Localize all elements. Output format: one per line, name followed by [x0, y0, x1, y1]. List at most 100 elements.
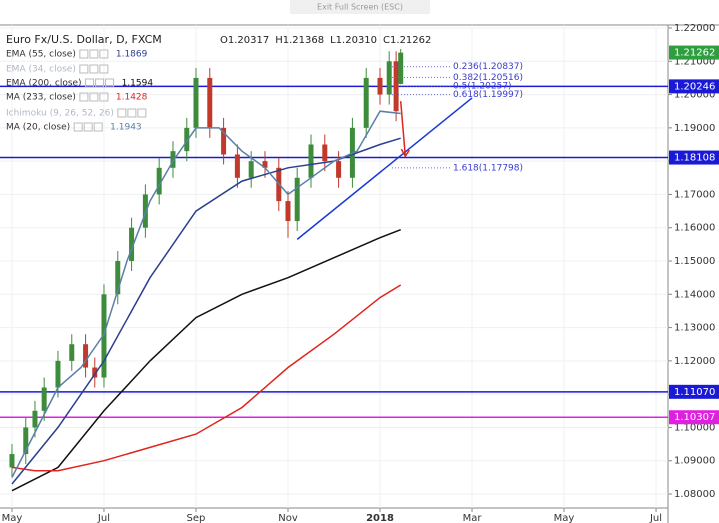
candle-body — [32, 410, 38, 428]
fib-label: 0.382(1.20516) — [453, 73, 523, 83]
legend-icon[interactable] — [93, 122, 103, 132]
x-tick-label: 2018 — [366, 513, 394, 523]
y-tick-label: 1.10000 — [674, 422, 715, 433]
labels: 1.080001.090001.100001.110001.120001.130… — [2, 23, 719, 523]
y-tick-label: 1.20000 — [674, 90, 715, 101]
candle-body — [207, 77, 213, 128]
candle-body — [115, 261, 121, 295]
legend-icon[interactable] — [79, 64, 89, 74]
candle-body — [184, 127, 190, 152]
candle-body — [248, 161, 254, 178]
arrow-shaft — [399, 101, 407, 157]
candle-body — [101, 294, 107, 378]
candle-body — [193, 77, 199, 128]
indicator-line — [11, 110, 401, 478]
legend-icon[interactable] — [89, 49, 99, 59]
x-tick-label: Mar — [463, 513, 483, 523]
fib-label: 0.618(1.19997) — [453, 90, 523, 100]
legend-icon[interactable] — [117, 108, 127, 118]
grid — [0, 25, 672, 512]
candle-body — [129, 227, 135, 262]
banner[interactable]: Exit Full Screen (ESC) — [317, 3, 403, 12]
legend-icon[interactable] — [73, 122, 83, 132]
candle-body — [285, 201, 291, 222]
candle-body — [9, 454, 15, 468]
candle-body — [294, 177, 300, 222]
candle-body — [69, 344, 75, 361]
level-tag — [669, 410, 719, 425]
candle-body — [336, 161, 342, 178]
candle-body — [221, 127, 227, 155]
ohlc-label: H1.21368 — [275, 35, 324, 46]
y-tick-label: 1.09000 — [674, 456, 715, 467]
legend-icon[interactable] — [127, 108, 137, 118]
level-tag — [669, 79, 719, 94]
trendline — [296, 97, 473, 240]
level-label: 1.11070 — [674, 387, 715, 398]
level-label: 1.21262 — [674, 48, 715, 59]
legend-name: MA (233, close) — [6, 93, 76, 103]
marks — [0, 48, 668, 492]
legend-icon[interactable] — [99, 92, 109, 102]
candle-body — [92, 367, 98, 378]
legend-name: EMA (200, close) — [6, 79, 82, 89]
y-tick-label: 1.22000 — [674, 23, 715, 34]
legend-name: MA (20, close) — [6, 123, 70, 133]
legend-icon[interactable] — [95, 78, 105, 88]
y-tick-label: 1.14000 — [674, 289, 715, 300]
candle-body — [363, 77, 369, 128]
legend-icon[interactable] — [89, 64, 99, 74]
level-label: 1.20246 — [674, 81, 715, 92]
y-tick-label: 1.21000 — [674, 56, 715, 67]
legend-icon[interactable] — [83, 122, 93, 132]
y-tick-label: 1.12000 — [674, 356, 715, 367]
level-label: 1.18108 — [674, 153, 715, 164]
candle-body — [234, 154, 240, 178]
candle-body — [41, 387, 47, 411]
legend-name: EMA (34, close) — [6, 65, 76, 75]
legend-icon[interactable] — [85, 78, 95, 88]
level-tag — [669, 384, 719, 399]
legend-icon[interactable] — [105, 78, 115, 88]
ohlc-label: O1.20317 — [220, 35, 269, 46]
chart-title: Euro Fx/U.S. Dollar, D, FXCM — [6, 33, 162, 46]
x-tick-label: Jul — [649, 513, 662, 523]
legend-value: 1.1943 — [110, 123, 142, 133]
candle-body — [393, 61, 399, 112]
fib-label: 0.236(1.20837) — [453, 62, 523, 72]
legend-icon[interactable] — [79, 92, 89, 102]
x-tick-label: May — [554, 513, 575, 523]
y-tick-label: 1.08000 — [674, 489, 715, 500]
legend-icon[interactable] — [89, 92, 99, 102]
level-tag — [669, 45, 719, 60]
candle-body — [386, 61, 392, 95]
level-tag — [669, 150, 719, 165]
level-label: 1.10307 — [674, 412, 715, 423]
banner-box[interactable] — [290, 0, 430, 14]
candle-body — [23, 427, 29, 455]
x-tick-label: Jul — [97, 513, 110, 523]
y-tick-label: 1.16000 — [674, 223, 715, 234]
legend-value: 1.1869 — [116, 50, 148, 60]
y-tick-label: 1.19000 — [674, 123, 715, 134]
legend-icon[interactable] — [99, 49, 109, 59]
legend-name: Ichimoku (9, 26, 52, 26) — [6, 109, 114, 119]
legend-value: 1.1594 — [122, 79, 154, 89]
legend-icon[interactable] — [137, 108, 147, 118]
candle-body — [170, 151, 176, 168]
candle-body — [308, 144, 314, 178]
x-tick-label: May — [2, 513, 23, 523]
candle-body — [377, 77, 383, 95]
legend-name: EMA (55, close) — [6, 50, 76, 60]
candle-body — [83, 344, 89, 368]
legend-icon[interactable] — [79, 49, 89, 59]
candle-body — [55, 360, 61, 388]
candle-body — [156, 167, 162, 195]
indicator-line — [11, 229, 401, 492]
fib-label: 1.618(1.17798) — [453, 163, 523, 173]
candle-body — [398, 52, 404, 84]
legend-icon[interactable] — [99, 64, 109, 74]
y-tick-label: 1.13000 — [674, 323, 715, 334]
indicator-line — [11, 137, 401, 485]
